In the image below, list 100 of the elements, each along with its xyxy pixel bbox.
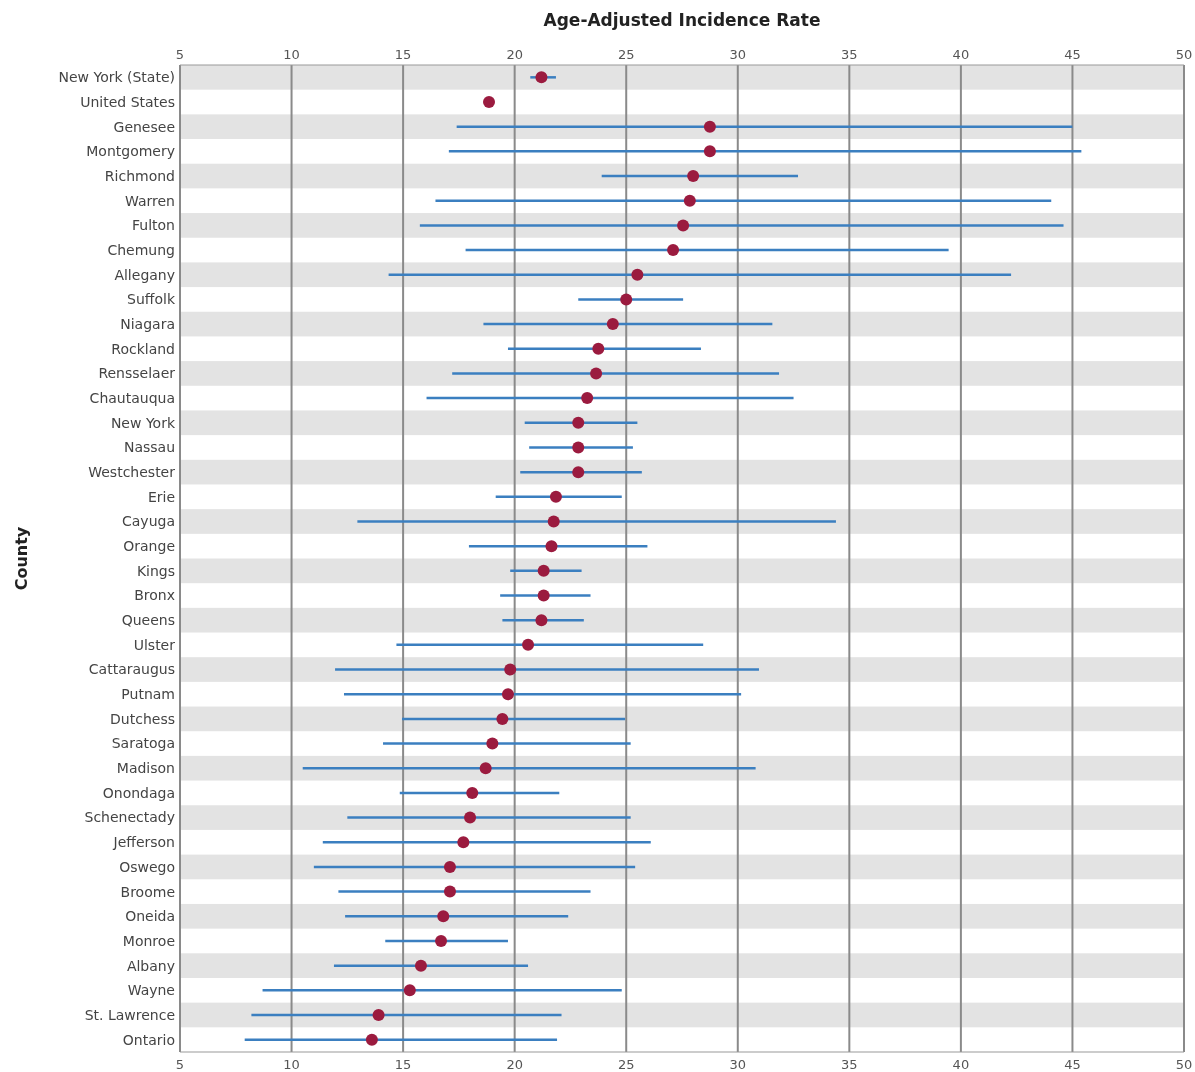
y-tick-label: Oswego bbox=[119, 858, 175, 875]
point bbox=[549, 490, 562, 503]
y-tick-label: Ontario bbox=[122, 1031, 175, 1048]
point bbox=[683, 194, 696, 207]
y-tick-label: Saratoga bbox=[111, 735, 175, 752]
point bbox=[479, 762, 492, 775]
y-tick-label: Schenectady bbox=[84, 809, 175, 826]
point bbox=[483, 96, 496, 109]
x2-tick-label: 15 bbox=[394, 1057, 412, 1072]
y-tick-label: Montgomery bbox=[86, 143, 175, 160]
point bbox=[667, 244, 680, 257]
y-tick-label: New York (State) bbox=[58, 69, 175, 86]
point bbox=[537, 564, 550, 577]
y-tick-label: Niagara bbox=[120, 315, 175, 332]
y-tick-label: Madison bbox=[116, 760, 175, 777]
point bbox=[437, 910, 450, 923]
x-tick-label: 5 bbox=[175, 47, 185, 62]
y-tick-label: United States bbox=[80, 93, 175, 110]
point bbox=[522, 638, 535, 651]
y-tick-label: Warren bbox=[125, 192, 175, 209]
y-tick-label: Jefferson bbox=[112, 834, 175, 851]
y-tick-label: Ulster bbox=[133, 636, 176, 653]
x-tick-label: 35 bbox=[841, 47, 858, 62]
x2-tick-label: 35 bbox=[841, 1057, 858, 1072]
point bbox=[372, 1008, 385, 1021]
y-tick-label: Allegany bbox=[114, 266, 175, 283]
y-tick-label: Kings bbox=[136, 562, 175, 579]
point bbox=[457, 836, 470, 849]
x-tick-label: 25 bbox=[617, 47, 635, 62]
y-tick-label: Monroe bbox=[122, 932, 175, 949]
point bbox=[620, 293, 633, 306]
point bbox=[703, 120, 716, 133]
point bbox=[631, 268, 644, 281]
x-tick-label: 30 bbox=[729, 47, 747, 62]
y-tick-label: Queens bbox=[121, 612, 175, 629]
point bbox=[466, 786, 479, 799]
y-tick-label: Cayuga bbox=[122, 513, 175, 530]
y-tick-label: Chautauqua bbox=[89, 390, 175, 407]
x2-tick-label: 25 bbox=[617, 1057, 635, 1072]
point bbox=[572, 441, 585, 454]
point bbox=[443, 860, 456, 873]
y-tick-label: Richmond bbox=[104, 167, 175, 184]
point bbox=[443, 885, 456, 898]
x2-tick-label: 10 bbox=[283, 1057, 300, 1072]
point bbox=[572, 466, 585, 479]
y-tick-label: Genesee bbox=[113, 118, 175, 135]
point bbox=[687, 170, 700, 183]
y-axis-title: County bbox=[12, 526, 31, 591]
point bbox=[464, 811, 477, 824]
x-tick-label: 40 bbox=[952, 47, 970, 62]
y-tick-label: Cattaraugus bbox=[88, 661, 175, 678]
point bbox=[365, 1033, 378, 1046]
y-tick-label: Rockland bbox=[111, 340, 175, 357]
y-tick-label: Wayne bbox=[127, 982, 175, 999]
point bbox=[606, 318, 619, 331]
x2-tick-label: 5 bbox=[175, 1057, 185, 1072]
point bbox=[537, 589, 550, 602]
x-tick-label: 20 bbox=[506, 47, 523, 62]
x2-tick-label: 40 bbox=[952, 1057, 970, 1072]
x-tick-label: 10 bbox=[283, 47, 300, 62]
point bbox=[435, 934, 448, 947]
point bbox=[535, 71, 548, 84]
point bbox=[677, 219, 690, 232]
x-tick-label: 45 bbox=[1064, 47, 1081, 62]
x2-tick-label: 30 bbox=[729, 1057, 747, 1072]
point bbox=[535, 614, 548, 627]
y-tick-label: Dutchess bbox=[110, 710, 175, 727]
point bbox=[581, 392, 594, 405]
x2-tick-label: 45 bbox=[1064, 1057, 1081, 1072]
y-tick-label: Oneida bbox=[125, 908, 175, 925]
x2-tick-label: 50 bbox=[1175, 1057, 1193, 1072]
y-tick-label: New York bbox=[110, 414, 176, 431]
y-tick-label: Westchester bbox=[88, 464, 176, 481]
y-tick-label: Bronx bbox=[134, 587, 175, 604]
point bbox=[590, 367, 603, 380]
point bbox=[545, 540, 558, 553]
y-tick-label: St. Lawrence bbox=[84, 1006, 175, 1023]
point bbox=[703, 145, 716, 158]
y-tick-label: Putnam bbox=[121, 686, 175, 703]
x2-tick-label: 20 bbox=[506, 1057, 523, 1072]
y-tick-label: Suffolk bbox=[127, 291, 176, 308]
y-tick-label: Orange bbox=[123, 538, 175, 555]
point bbox=[403, 984, 416, 997]
point bbox=[572, 416, 585, 429]
y-tick-label: Rensselaer bbox=[98, 365, 176, 382]
point bbox=[592, 342, 605, 355]
x-tick-label: 15 bbox=[394, 47, 412, 62]
point bbox=[414, 959, 427, 972]
y-tick-label: Onondaga bbox=[102, 784, 175, 801]
point bbox=[504, 663, 517, 676]
y-tick-label: Chemung bbox=[107, 241, 175, 258]
y-tick-label: Nassau bbox=[123, 439, 175, 456]
x-tick-label: 50 bbox=[1175, 47, 1193, 62]
point bbox=[501, 688, 514, 701]
point bbox=[547, 515, 560, 528]
y-tick-label: Fulton bbox=[132, 217, 175, 234]
y-tick-label: Erie bbox=[147, 488, 175, 505]
point bbox=[486, 737, 499, 750]
y-tick-label: Albany bbox=[126, 957, 175, 974]
point bbox=[496, 712, 509, 725]
